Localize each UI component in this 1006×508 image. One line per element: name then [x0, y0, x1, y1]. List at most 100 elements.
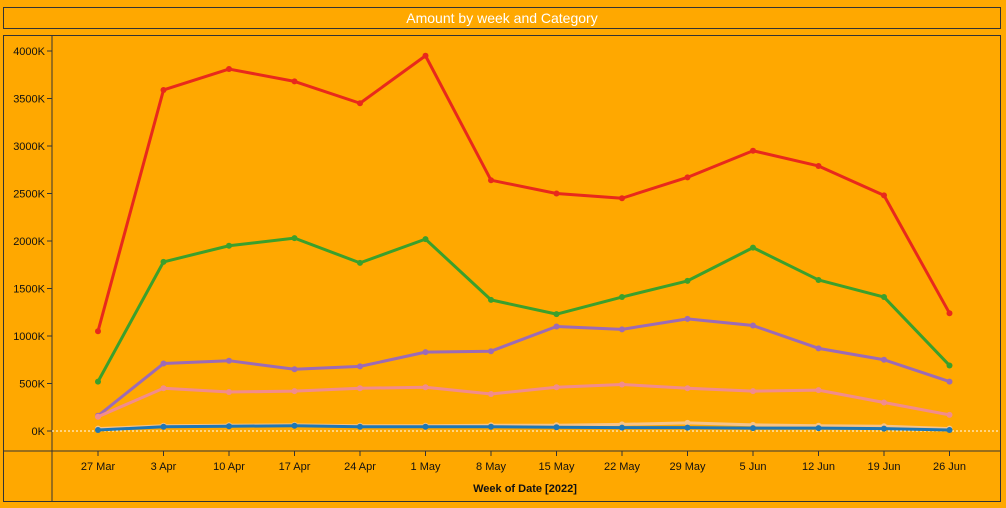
data-point [291, 388, 298, 395]
data-point [881, 356, 887, 363]
x-tick-label: 24 Apr [344, 461, 376, 473]
x-tick-label: 27 Mar [81, 461, 116, 473]
data-point [553, 424, 560, 431]
data-point [160, 258, 167, 265]
y-tick-label: 2000K [13, 236, 45, 248]
data-point [815, 345, 822, 352]
data-point [881, 192, 887, 199]
y-tick-label: 1000K [13, 331, 45, 343]
data-point [422, 384, 429, 391]
data-point [95, 328, 101, 335]
data-point [226, 357, 232, 364]
data-point [95, 427, 101, 434]
x-tick-label: 3 Apr [151, 461, 177, 473]
data-point [553, 190, 560, 197]
data-point [95, 378, 101, 385]
series-line-4 [97, 382, 950, 419]
y-tick-label: 2500K [13, 189, 45, 201]
data-point [422, 349, 429, 356]
data-point [226, 242, 232, 249]
data-point [881, 294, 887, 301]
data-point [815, 425, 822, 432]
data-point [684, 419, 691, 426]
data-point [946, 411, 953, 418]
data-point [291, 78, 298, 85]
data-point [95, 413, 101, 420]
data-point [619, 424, 625, 431]
x-axis-title: Week of Date [2022] [473, 483, 577, 495]
series-line-1 [96, 54, 951, 332]
data-point [553, 311, 560, 318]
data-point [357, 385, 363, 392]
data-point [488, 348, 494, 355]
data-point [750, 244, 756, 251]
data-point [357, 259, 363, 266]
data-point [946, 310, 953, 317]
data-point [488, 296, 494, 303]
x-tick-label: 19 Jun [867, 461, 900, 473]
y-tick-label: 3000K [13, 141, 45, 153]
data-point [422, 423, 429, 430]
data-point [357, 100, 363, 107]
data-point [553, 384, 560, 391]
data-point [422, 236, 429, 243]
series-line-2 [96, 236, 951, 383]
data-point [488, 423, 494, 430]
y-tick-label: 1500K [13, 284, 45, 296]
data-point [684, 174, 691, 181]
y-tick-label: 0K [32, 426, 46, 438]
data-point [619, 381, 625, 388]
data-point [226, 66, 232, 73]
data-point [815, 162, 822, 169]
data-point [946, 427, 953, 434]
data-point [750, 388, 756, 395]
data-point [291, 235, 298, 242]
data-point [160, 423, 167, 430]
x-tick-label: 12 Jun [802, 461, 835, 473]
data-point [357, 363, 363, 370]
x-tick-label: 22 May [604, 461, 641, 473]
data-point [684, 385, 691, 392]
data-point [750, 147, 756, 154]
data-point [160, 360, 167, 367]
data-point [881, 399, 887, 406]
data-point [750, 322, 756, 329]
data-point [422, 52, 429, 59]
data-point [750, 425, 756, 432]
x-tick-label: 17 Apr [279, 461, 311, 473]
data-point [357, 423, 363, 430]
x-tick-label: 29 May [669, 461, 706, 473]
data-point [619, 326, 625, 333]
data-point [946, 362, 953, 369]
data-point [881, 425, 887, 432]
y-tick-label: 500K [19, 379, 45, 391]
data-point [684, 277, 691, 284]
series-line-6 [97, 424, 950, 432]
chart-area [3, 35, 1001, 502]
x-tick-label: 15 May [538, 461, 575, 473]
data-point [553, 323, 560, 330]
data-point [160, 385, 167, 392]
chart-title: Amount by week and Category [3, 7, 1001, 29]
data-point [684, 424, 691, 431]
data-point [226, 389, 232, 396]
x-tick-label: 8 May [476, 461, 506, 473]
data-point [815, 387, 822, 394]
data-point [160, 86, 167, 93]
data-point [815, 276, 822, 283]
x-tick-label: 10 Apr [213, 461, 245, 473]
x-tick-label: 5 Jun [740, 461, 767, 473]
data-point [291, 366, 298, 373]
data-point [619, 294, 625, 301]
data-point [946, 378, 953, 385]
data-point [488, 390, 494, 397]
data-point [226, 423, 232, 430]
series-line-3 [97, 317, 950, 417]
data-point [291, 422, 298, 429]
data-point [488, 177, 494, 184]
x-tick-label: 1 May [411, 461, 441, 473]
data-point [684, 315, 691, 322]
x-tick-label: 26 Jun [933, 461, 966, 473]
